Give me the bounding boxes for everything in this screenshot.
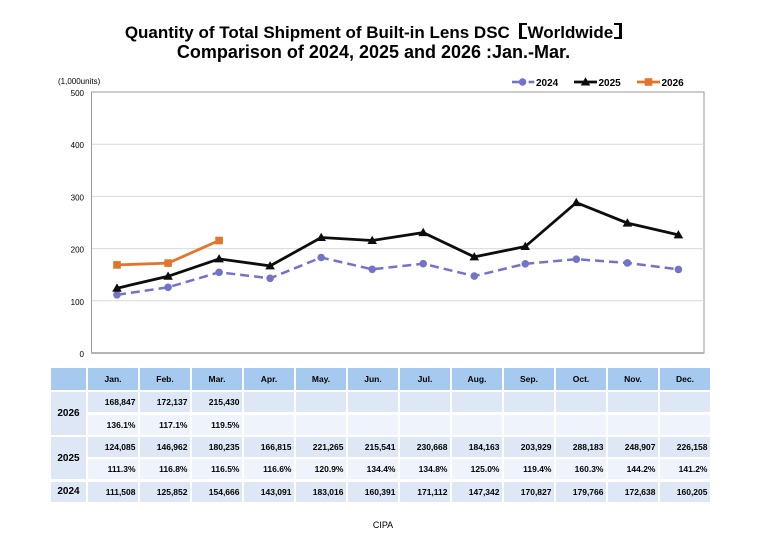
svg-text:(1,000units): (1,000units) (58, 77, 101, 86)
svg-text:2024: 2024 (536, 78, 559, 89)
svg-text:400: 400 (71, 141, 85, 150)
svg-text:100: 100 (71, 298, 85, 307)
svg-text:300: 300 (71, 193, 85, 202)
svg-text:0: 0 (80, 350, 85, 359)
svg-text:200: 200 (71, 246, 85, 255)
svg-text:2026: 2026 (662, 78, 685, 89)
svg-text:500: 500 (71, 89, 85, 98)
svg-text:2025: 2025 (599, 78, 622, 89)
